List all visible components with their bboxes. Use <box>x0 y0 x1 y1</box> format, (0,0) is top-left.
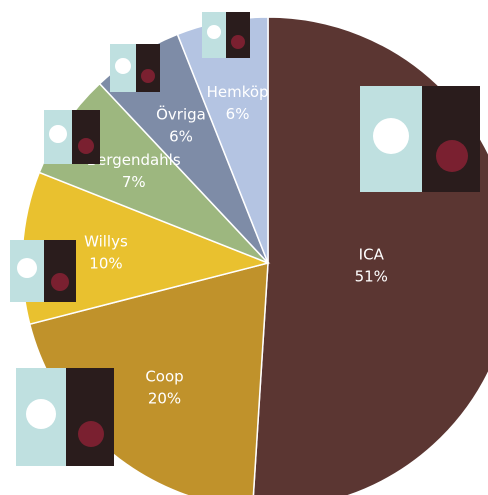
value-label: 20% <box>148 390 181 408</box>
slice-label: Coop <box>145 368 183 386</box>
product-image <box>44 110 100 164</box>
slice-label: Hemköp <box>207 83 269 101</box>
product-image <box>360 86 480 192</box>
product-image <box>202 12 250 58</box>
value-label: 6% <box>226 105 250 123</box>
product-images <box>10 12 480 466</box>
value-label: 51% <box>355 268 388 286</box>
product-image <box>10 240 76 302</box>
value-label: 6% <box>169 127 193 145</box>
slice-label: Bergendahls <box>87 151 181 169</box>
labels: ICA 51% Coop 20% Willys 10% Bergendahls 7% Övrig… <box>84 83 388 408</box>
slice-label: ICA <box>359 246 385 264</box>
value-label: 10% <box>89 254 122 272</box>
slice-label: Övriga <box>156 104 206 123</box>
value-label: 7% <box>122 173 146 191</box>
product-image <box>110 44 160 92</box>
product-image <box>16 368 114 466</box>
slice-label: Willys <box>84 232 128 250</box>
